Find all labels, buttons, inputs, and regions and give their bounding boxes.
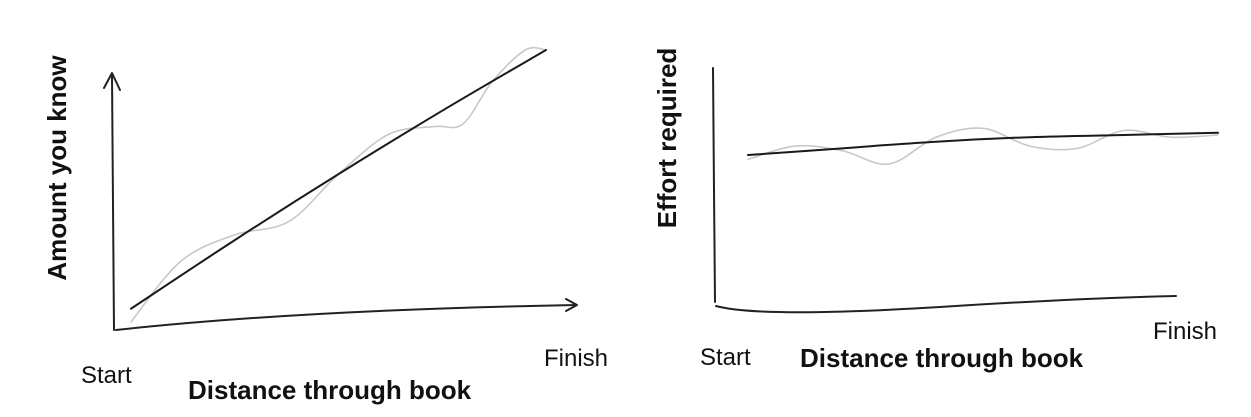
y-axis-label: Effort required [652, 48, 682, 229]
series-group [130, 46, 547, 323]
x-tick-finish: Finish [1153, 318, 1217, 345]
x-tick-start: Start [700, 344, 751, 371]
y-axis [712, 67, 716, 303]
x-tick-start: Start [81, 362, 132, 389]
y-axis-with-arrow [103, 72, 121, 331]
series-group [747, 127, 1219, 165]
noisy-line [747, 127, 1219, 165]
trend-line [130, 49, 547, 310]
trend-line [747, 131, 1219, 156]
x-tick-finish: Finish [544, 345, 608, 372]
noisy-line [130, 46, 547, 323]
x-axis-label: Distance through book [188, 375, 472, 405]
chart-amount-you-know: Amount you know Distance through book St… [42, 46, 608, 405]
chart-effort-required: Effort required Distance through book St… [652, 48, 1219, 373]
x-axis-label: Distance through book [800, 343, 1084, 373]
y-axis-label: Amount you know [42, 55, 72, 281]
x-axis [715, 295, 1177, 314]
x-axis-with-arrow [115, 298, 578, 331]
